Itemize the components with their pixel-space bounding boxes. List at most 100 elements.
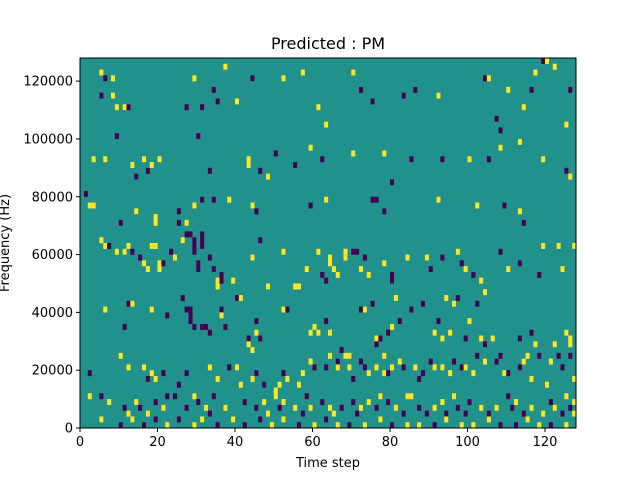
heatmap-cell [138,404,143,411]
heatmap-cell [114,104,119,111]
heatmap-cell [153,416,158,423]
heatmap-cell [328,404,333,411]
heatmap-cell [173,254,178,261]
heatmap-cell [432,329,437,336]
heatmap-cell [204,404,209,411]
heatmap-cell [463,335,468,342]
x-tick-label: 20 [149,435,166,450]
x-tick-label: 60 [304,435,321,450]
heatmap-cell [359,404,364,411]
heatmap-cell [343,352,348,359]
heatmap-cell [111,75,116,82]
heatmap-cell [250,75,255,82]
heatmap-cell [498,352,503,359]
heatmap-cell [521,410,526,417]
heatmap-cell [552,341,557,348]
heatmap-cell [517,208,522,215]
heatmap-cell [541,58,546,64]
y-tick-label: 60000 [32,248,73,263]
heatmap-cell [343,254,348,261]
heatmap-cell [463,364,468,371]
y-axis: 0 20000 40000 60000 80000 100000 120000 [23,75,80,437]
heatmap-cell [192,248,197,255]
heatmap-cell [215,277,220,284]
x-axis-label: Time step [295,456,360,471]
heatmap-cell [118,219,123,226]
heatmap-cell [572,410,577,417]
heatmap-cell [184,231,189,238]
heatmap-cell [130,162,135,168]
heatmap-cell [235,364,240,371]
heatmap-cell [145,266,150,273]
heatmap-cell [572,243,577,249]
heatmap-cell [393,295,398,301]
heatmap-cell [188,318,193,325]
heatmap-cell [316,104,321,111]
heatmap-cell [355,410,360,417]
heatmap-cell [192,75,197,82]
heatmap-cell [440,156,445,163]
heatmap-cell [548,358,553,365]
x-tick-label: 0 [76,435,84,450]
heatmap-cell [498,248,503,255]
heatmap-cell [184,104,189,111]
heatmap-cell [134,399,139,406]
heatmap-cell [475,202,480,209]
heatmap-cell [149,370,154,377]
heatmap-cell [211,196,216,203]
heatmap-cell [417,375,422,382]
heatmap-cell [560,410,565,417]
heatmap-cell [304,266,309,273]
heatmap-cell [514,422,519,429]
heatmap-cell [440,254,445,261]
heatmap-cell [386,329,391,336]
heatmap-cell [483,289,488,296]
heatmap-cell [366,370,371,377]
heatmap-cell [285,375,290,382]
heatmap-cell [200,323,205,330]
heatmap-cell [293,283,298,290]
heatmap-cell [347,422,352,429]
heatmap-cell [448,329,453,336]
heatmap-cell [455,404,460,411]
heatmap-cell [192,393,197,400]
y-tick-label: 20000 [32,364,73,379]
heatmap-cell [525,352,530,359]
heatmap-cell [130,248,135,255]
heatmap-cell [320,156,325,163]
heatmap-cell [99,92,104,99]
heatmap-cell [165,422,170,429]
heatmap-cell [452,300,457,307]
heatmap-cell [215,98,220,105]
heatmap-cell [238,295,243,301]
heatmap-cell [324,121,329,128]
heatmap-cell [142,422,147,429]
heatmap-cell [285,306,290,313]
heatmap-cell [436,92,441,99]
heatmap-cell [196,260,201,267]
heatmap-cell [483,75,488,82]
heatmap-cell [486,156,491,163]
heatmap-cell [200,243,205,249]
heatmap-cell [374,335,379,342]
heatmap-cell [359,306,364,313]
heatmap-cell [235,295,240,301]
heatmap-cell [378,335,383,342]
heatmap-cell [192,243,197,249]
heatmap-cell [401,364,406,371]
heatmap-cell [324,196,329,203]
heatmap-cell [359,86,364,93]
heatmap-cell [246,156,251,163]
heatmap-cell [134,208,139,215]
heatmap-cell [122,248,127,255]
heatmap-cell [498,127,503,134]
heatmap-cell [506,393,511,400]
heatmap-cell [200,237,205,244]
heatmap-cell [351,69,356,76]
heatmap-cell [568,86,573,93]
heatmap-cell [568,173,573,180]
heatmap-cell [254,404,259,411]
heatmap-cell [157,266,162,273]
heatmap-cell [293,162,298,168]
heatmap-cell [479,277,484,284]
